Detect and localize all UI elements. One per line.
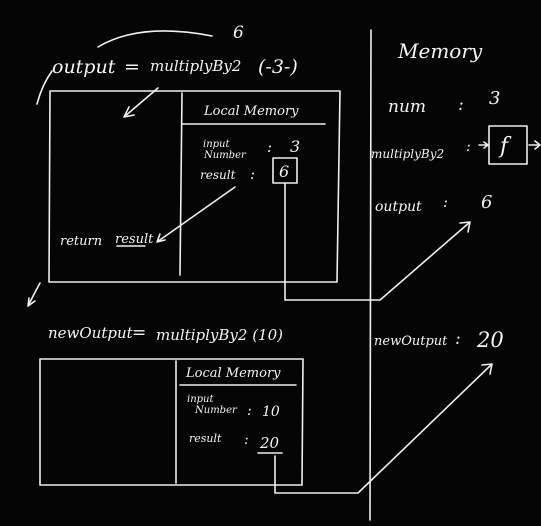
- local-memory-box-2: [175, 360, 297, 484]
- input-label-line1-2: input: [187, 394, 214, 405]
- input-label-line2-1: Number: [203, 150, 247, 161]
- result-label-2: result: [189, 432, 222, 445]
- arrow-result-to-output: [284, 182, 471, 301]
- local-memory-title-1: Local Memory: [203, 104, 299, 119]
- result-colon-1: :: [250, 165, 255, 183]
- arrow-output-to-call: [97, 30, 213, 48]
- memory-output-colon: :: [443, 193, 448, 211]
- memory-num-value: 3: [489, 88, 500, 109]
- memory-num-label: num: [388, 97, 426, 117]
- input-value-2: 10: [262, 404, 280, 420]
- memory-newOutput-value: 20: [476, 328, 504, 352]
- local-memory-title-2: Local Memory: [185, 366, 281, 381]
- input-colon-1: :: [267, 138, 272, 156]
- memory-fn-colon: :: [466, 139, 471, 155]
- arrow-result-to-return: [156, 186, 236, 243]
- function-call-name: multiplyBy2: [150, 57, 241, 75]
- local-memory-box-1: [179, 92, 326, 276]
- memory-newOutput-label: newOutput: [374, 334, 448, 349]
- input-label-line2-2: Number: [194, 405, 238, 416]
- assignment-equals: =: [124, 56, 140, 78]
- result-label-1: result: [200, 168, 236, 182]
- result-value-2: 20: [259, 434, 280, 452]
- input-colon-2: :: [247, 403, 252, 419]
- function-call-argument: (-3-): [258, 56, 298, 78]
- memory-title: Memory: [397, 39, 483, 63]
- arrow-return-out: [27, 282, 41, 307]
- arrow-from-function-def: [36, 70, 53, 105]
- newOutput-variable-label: newOutput: [48, 324, 134, 342]
- arrow-fn-left: [478, 141, 489, 149]
- memory-divider-line: [369, 29, 372, 521]
- result-colon-2: :: [244, 432, 249, 448]
- memory-num-colon: :: [458, 95, 464, 115]
- execution-context-box-1: [48, 90, 341, 283]
- memory-fn-value: f: [498, 134, 512, 159]
- arrow-fn-right: [528, 140, 541, 150]
- arrow-result20-to-newOutput: [274, 363, 493, 494]
- result-value-1: 6: [279, 162, 289, 181]
- arrow-call-into-context: [123, 87, 159, 118]
- memory-fn-label: multiplyBy2: [371, 147, 444, 161]
- input-value-1: 3: [290, 137, 300, 156]
- memory-output-label: output: [375, 199, 422, 215]
- return-keyword: return: [60, 234, 102, 249]
- memory-newOutput-colon: :: [455, 329, 461, 349]
- memory-output-value: 6: [481, 192, 492, 213]
- function-call-2: multiplyBy2 (10): [156, 326, 283, 344]
- return-value: result: [115, 232, 154, 247]
- top-annotation-six: 6: [233, 23, 244, 43]
- execution-context-box-2: [39, 358, 304, 486]
- assignment-equals-2: =: [132, 323, 146, 343]
- output-variable-label: output: [52, 56, 116, 78]
- function-box: [488, 125, 528, 165]
- input-label-line1-1: input: [203, 139, 230, 150]
